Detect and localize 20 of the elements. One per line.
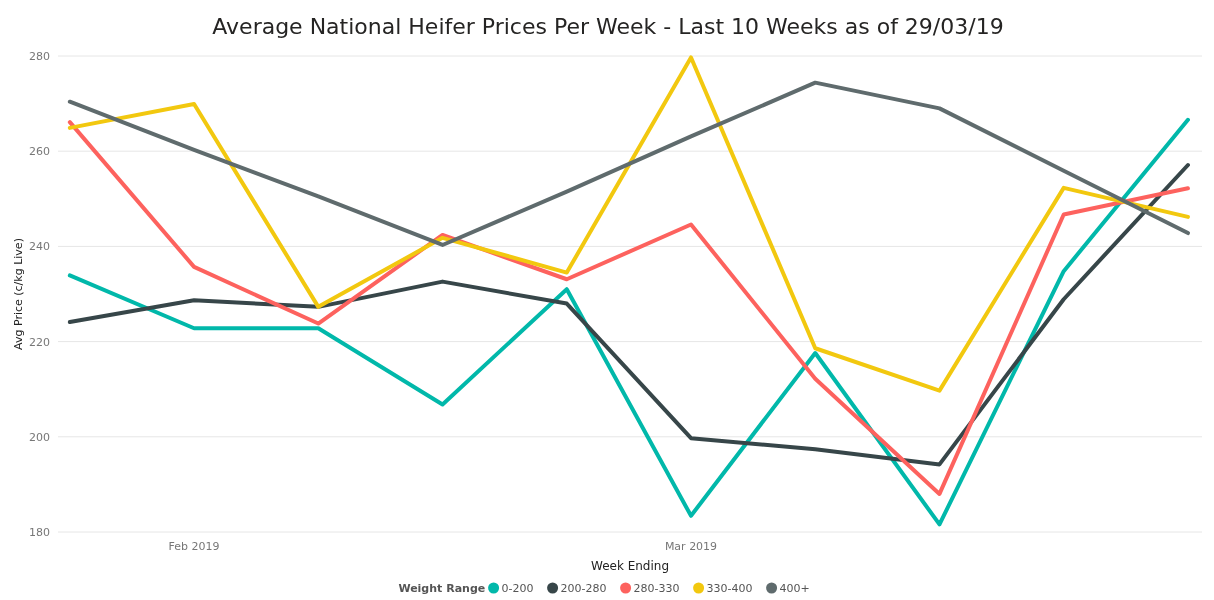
y-tick-label: 260 xyxy=(29,145,50,159)
legend-label: 400+ xyxy=(779,582,810,595)
y-tick-label: 280 xyxy=(29,50,50,63)
y-tick-label: 220 xyxy=(29,335,50,349)
line-series xyxy=(67,163,1190,467)
x-tick-label: Feb 2019 xyxy=(168,540,220,553)
x-tick-label: Mar 2019 xyxy=(664,540,718,553)
legend-label: 280-330 xyxy=(633,582,680,595)
chart-title: Average National Heifer Prices Per Week - Last 10 Weeks as of 29/03/19 xyxy=(212,14,1004,39)
y-tick-label: 240 xyxy=(29,240,50,254)
legend-label: 0-200 xyxy=(501,582,534,595)
legend-title: Weight Range xyxy=(398,582,486,595)
x-axis-title: Week Ending xyxy=(590,559,670,573)
legend-label: 330-400 xyxy=(706,582,753,595)
line-series xyxy=(67,80,1190,247)
y-axis-title: Avg Price (c/kg Live) xyxy=(12,238,25,350)
y-tick-label: 180 xyxy=(29,526,50,539)
y-tick-label: 200 xyxy=(29,430,50,444)
line-series xyxy=(67,55,1190,393)
legend-label: 200-280 xyxy=(560,582,607,595)
